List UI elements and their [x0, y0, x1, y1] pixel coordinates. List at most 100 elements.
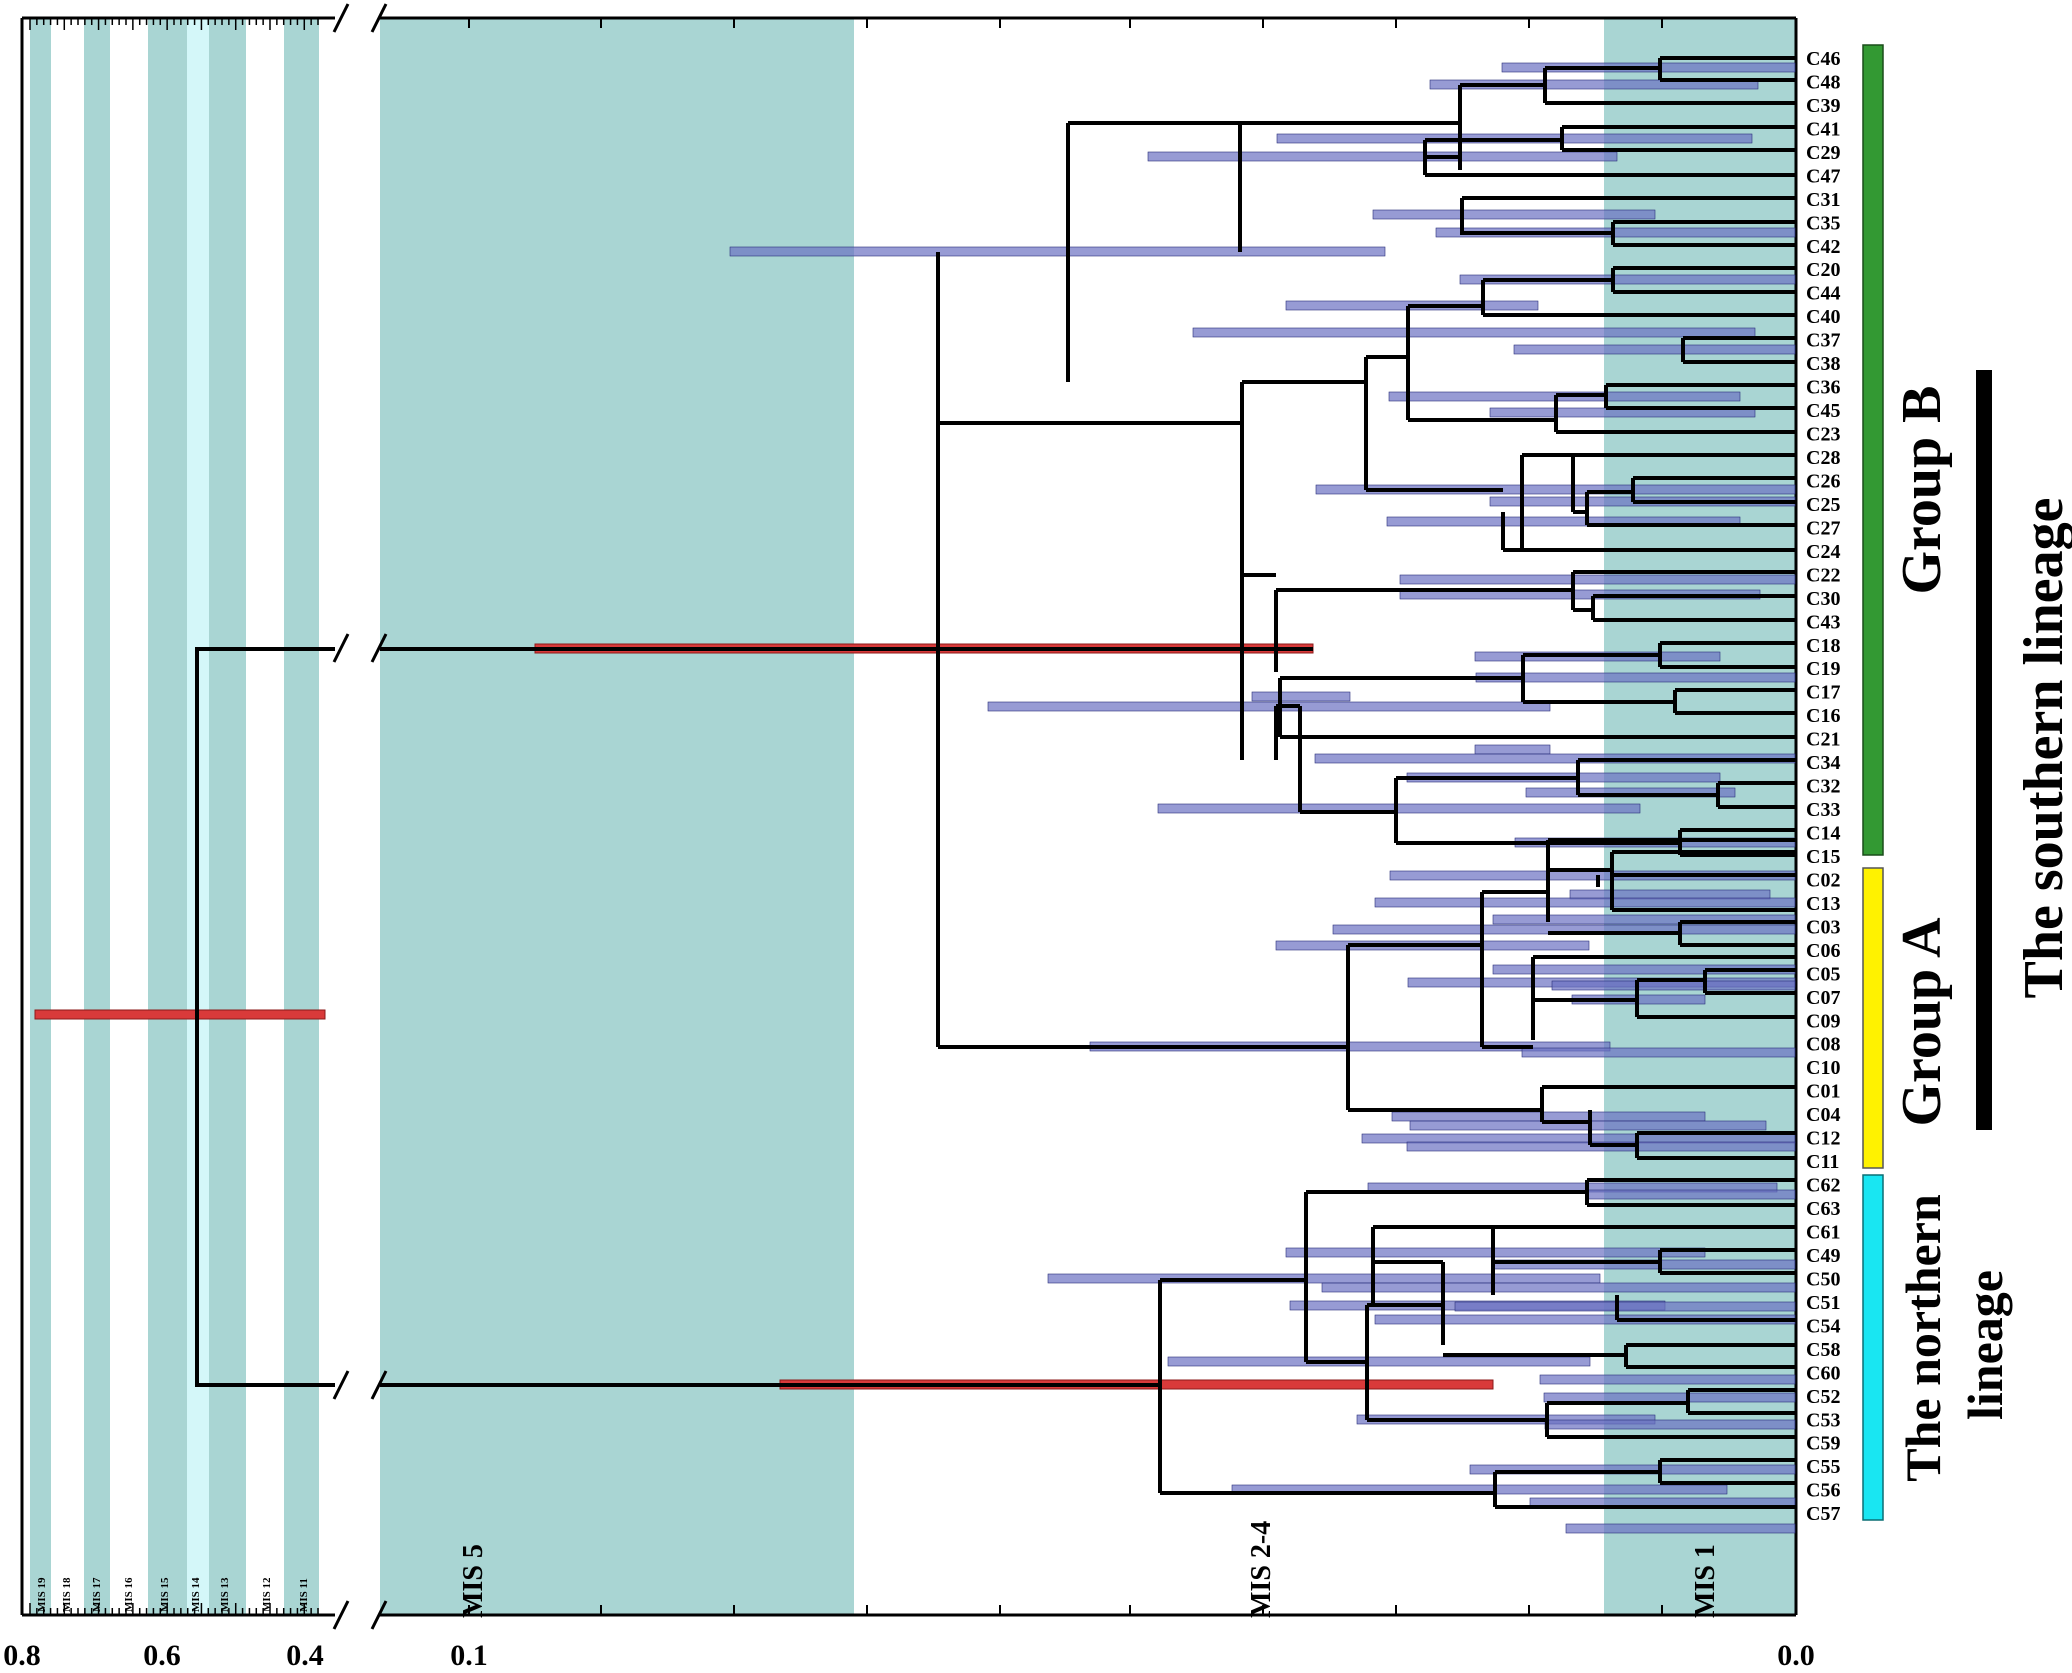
- tree-branches: [195, 56, 1796, 1509]
- tip-label: C30: [1806, 588, 1840, 610]
- axis-ticks: [29, 18, 1663, 1615]
- tip-label: C31: [1806, 189, 1840, 211]
- mis-label: MIS 16: [123, 1577, 135, 1612]
- axis-tick-label: 0.1: [450, 1639, 488, 1672]
- hpd-bar: [1513, 344, 1796, 355]
- tip-label: C07: [1806, 987, 1840, 1009]
- tip-label: C62: [1806, 1175, 1840, 1197]
- hpd-bar: [1429, 79, 1759, 90]
- mis-band: [84, 18, 110, 1615]
- hpd-bar: [1492, 914, 1796, 925]
- tip-label: C44: [1806, 283, 1840, 305]
- tip-label: C08: [1806, 1034, 1840, 1056]
- hpd-bar: [1539, 1374, 1796, 1385]
- tip-label: C47: [1806, 165, 1840, 187]
- tip-label: C23: [1806, 424, 1840, 446]
- tip-labels: C46C48C39C41C29C47C31C35C42C20C44C40C37C…: [1806, 48, 1840, 1525]
- tip-label: C41: [1806, 118, 1840, 140]
- tip-label: C58: [1806, 1339, 1840, 1361]
- tip-label: C37: [1806, 330, 1840, 352]
- tip-label: C40: [1806, 306, 1840, 328]
- mis-label: MIS 15: [159, 1577, 171, 1612]
- mis-label: MIS 1: [1690, 1544, 1721, 1618]
- axis-tick-label: 0.0: [1777, 1639, 1815, 1672]
- mis-band: [148, 18, 187, 1615]
- hpd-bar: [1372, 209, 1656, 220]
- hpd-bar: [1543, 1392, 1796, 1403]
- hpd-bar: [1321, 1282, 1796, 1293]
- hpd-bar: [1521, 1047, 1796, 1058]
- mis5-band: [380, 18, 854, 1615]
- tip-label: C28: [1806, 447, 1840, 469]
- tip-label: C18: [1806, 635, 1840, 657]
- hpd-bar: [1565, 1523, 1796, 1534]
- tip-label: C53: [1806, 1409, 1840, 1431]
- northern-lineage-label: The northern: [1895, 1194, 1951, 1482]
- mis-label: MIS 19: [36, 1577, 48, 1612]
- mis-label: MIS 2-4: [1246, 1521, 1277, 1618]
- hpd-bar: [1569, 889, 1771, 900]
- hpd-bar: [1147, 151, 1618, 162]
- tip-label: C34: [1806, 752, 1840, 774]
- axis-break-marks: [332, 3, 388, 1630]
- mis-label: MIS 18: [61, 1577, 73, 1612]
- hpd-bar: [1544, 1419, 1796, 1430]
- tip-label: C38: [1806, 353, 1840, 375]
- tip-label: C20: [1806, 259, 1840, 281]
- tip-label: C39: [1806, 95, 1840, 117]
- tip-label: C27: [1806, 517, 1840, 539]
- mis-label: MIS 13: [219, 1577, 231, 1612]
- tip-label: C13: [1806, 893, 1840, 915]
- tip-label: C06: [1806, 940, 1840, 962]
- tip-label: C16: [1806, 705, 1840, 727]
- mis-label: MIS 5: [458, 1544, 489, 1618]
- tip-label: C61: [1806, 1222, 1840, 1244]
- tip-label: C57: [1806, 1503, 1840, 1525]
- axis-tick-label: 0.4: [286, 1639, 324, 1672]
- mis-band: [30, 18, 51, 1615]
- tip-label: C05: [1806, 963, 1840, 985]
- hpd-bar: [1459, 274, 1796, 285]
- hpd-bar: [1192, 327, 1756, 338]
- mis-band: [284, 18, 319, 1615]
- tip-label: C63: [1806, 1198, 1840, 1220]
- tip-label: C50: [1806, 1268, 1840, 1290]
- mis-band: [209, 18, 246, 1615]
- tip-label: C49: [1806, 1245, 1840, 1267]
- tip-label: C35: [1806, 212, 1840, 234]
- tip-label: C36: [1806, 377, 1840, 399]
- hpd-bar: [1474, 744, 1551, 755]
- tip-label: C25: [1806, 494, 1840, 516]
- tip-label: C43: [1806, 611, 1840, 633]
- tip-label: C55: [1806, 1456, 1840, 1478]
- plot-frame: [20, 16, 1798, 1617]
- tip-label: C59: [1806, 1433, 1840, 1455]
- group-b-label: Group B: [1891, 385, 1953, 594]
- mis-label: MIS 14: [190, 1577, 202, 1612]
- tip-label: C11: [1806, 1151, 1839, 1173]
- tip-label: C22: [1806, 564, 1840, 586]
- tip-label: C12: [1806, 1128, 1840, 1150]
- southern-lineage-label: The southern lineage: [2013, 498, 2072, 999]
- tip-label: C09: [1806, 1010, 1840, 1032]
- root-hpd-bar: [34, 1009, 326, 1020]
- tip-label: C51: [1806, 1292, 1840, 1314]
- tip-label: C01: [1806, 1081, 1840, 1103]
- group-a-bar: [1862, 867, 1884, 1169]
- mis-label: MIS 17: [91, 1577, 103, 1612]
- mis-bands: [30, 18, 1796, 1615]
- tip-label: C17: [1806, 682, 1840, 704]
- tip-label: C33: [1806, 799, 1840, 821]
- group-annotations: Group B Group A The southern lineage The no…: [1862, 44, 2072, 1521]
- tip-label: C56: [1806, 1480, 1840, 1502]
- hpd-bar: [1386, 516, 1741, 527]
- tip-label: C54: [1806, 1315, 1840, 1337]
- northern-bar: [1862, 1174, 1884, 1521]
- hpd-bar: [729, 246, 1386, 257]
- hpd-bar: [1587, 1189, 1796, 1200]
- northern-lineage-label: lineage: [1957, 1270, 2013, 1420]
- tip-label: C15: [1806, 846, 1840, 868]
- axis-tick-label: 0.8: [3, 1639, 41, 1672]
